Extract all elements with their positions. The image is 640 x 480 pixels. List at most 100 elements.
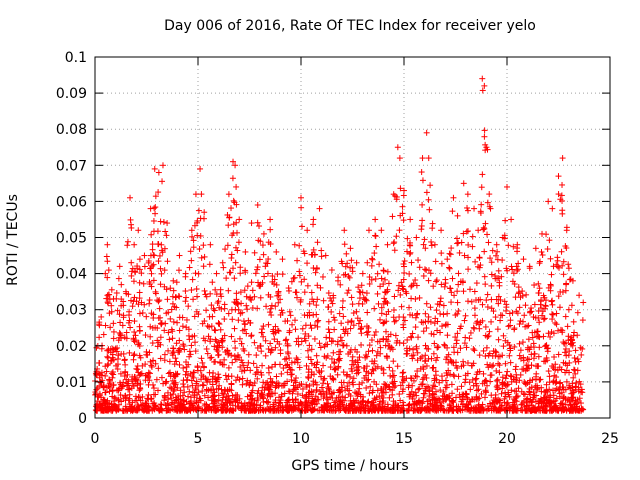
data-point — [137, 354, 144, 361]
data-point — [500, 332, 507, 339]
data-point — [429, 220, 436, 227]
data-point — [508, 216, 515, 223]
data-point — [544, 246, 551, 253]
data-point — [252, 270, 259, 277]
data-point — [420, 366, 427, 373]
data-point — [487, 378, 494, 385]
data-point — [268, 302, 275, 309]
data-point — [558, 248, 565, 255]
data-point — [481, 248, 488, 255]
data-point — [313, 352, 320, 359]
data-point — [464, 191, 471, 198]
data-point — [376, 261, 383, 268]
data-point — [307, 322, 314, 329]
data-point — [376, 401, 383, 408]
data-point — [579, 345, 586, 352]
data-point — [170, 318, 177, 325]
data-point — [363, 385, 370, 392]
data-point — [488, 318, 495, 325]
data-point — [479, 75, 486, 82]
data-point — [261, 273, 268, 280]
data-point — [229, 359, 236, 366]
data-point — [156, 252, 163, 259]
data-point — [373, 352, 380, 359]
data-point — [543, 342, 550, 349]
data-point — [103, 295, 110, 302]
data-point — [502, 360, 509, 367]
data-point — [185, 303, 192, 310]
data-point — [136, 295, 143, 302]
data-point — [185, 393, 192, 400]
data-point — [535, 353, 542, 360]
data-point — [404, 235, 411, 242]
data-point — [355, 300, 362, 307]
data-point — [362, 352, 369, 359]
data-point — [164, 258, 171, 265]
data-point — [498, 390, 505, 397]
data-point — [182, 273, 189, 280]
data-point — [448, 381, 455, 388]
data-point — [239, 327, 246, 334]
data-point — [540, 333, 547, 340]
data-point — [430, 283, 437, 290]
data-point — [242, 248, 249, 255]
data-point — [267, 393, 274, 400]
data-point — [272, 303, 279, 310]
data-point — [419, 353, 426, 360]
data-point — [265, 365, 272, 372]
data-point — [460, 230, 467, 237]
data-point — [432, 258, 439, 265]
data-point — [320, 297, 327, 304]
data-point — [155, 169, 162, 176]
data-point — [456, 249, 463, 256]
data-point — [124, 238, 131, 245]
data-point — [464, 204, 471, 211]
data-point — [471, 325, 478, 332]
data-point — [556, 304, 563, 311]
data-point — [277, 350, 284, 357]
data-point — [199, 381, 206, 388]
data-point — [169, 335, 176, 342]
data-point — [325, 304, 332, 311]
data-point — [206, 369, 213, 376]
data-point — [267, 216, 274, 223]
data-point — [296, 242, 303, 249]
data-point — [197, 165, 204, 172]
data-point — [209, 313, 216, 320]
data-point — [519, 339, 526, 346]
data-point — [460, 180, 467, 187]
data-point — [304, 282, 311, 289]
data-point — [296, 272, 303, 279]
data-point — [336, 348, 343, 355]
data-point — [304, 227, 311, 234]
data-point — [289, 321, 296, 328]
data-point — [201, 253, 208, 260]
data-point — [425, 345, 432, 352]
data-point — [550, 311, 557, 318]
data-point — [268, 312, 275, 319]
data-point — [380, 281, 387, 288]
data-point — [482, 220, 489, 227]
data-point — [559, 210, 566, 217]
x-tick-label: 20 — [498, 431, 516, 447]
data-point — [548, 298, 555, 305]
data-point — [461, 379, 468, 386]
data-point — [563, 352, 570, 359]
data-point — [398, 303, 405, 310]
data-point — [225, 287, 232, 294]
data-point — [355, 284, 362, 291]
data-point — [228, 333, 235, 340]
data-point — [471, 312, 478, 319]
data-point — [461, 252, 468, 259]
data-point — [229, 316, 236, 323]
data-point — [234, 247, 241, 254]
x-tick-label: 15 — [395, 431, 413, 447]
data-point — [493, 349, 500, 356]
data-point — [421, 266, 428, 273]
data-point — [423, 129, 430, 136]
data-point — [230, 265, 237, 272]
data-point — [232, 259, 239, 266]
data-point — [460, 288, 467, 295]
data-point — [482, 281, 489, 288]
data-point — [231, 325, 238, 332]
